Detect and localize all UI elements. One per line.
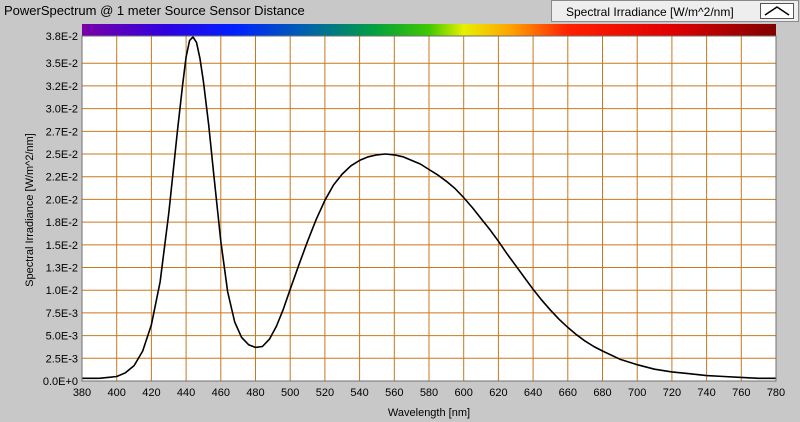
y-tick-label: 1.8E-2: [46, 217, 78, 229]
y-tick-label: 3.8E-2: [46, 31, 78, 43]
legend-label: Spectral Irradiance [W/m^2/nm]: [566, 5, 734, 19]
y-tick-label: 2.5E-2: [46, 149, 78, 161]
spectrum-line: [82, 36, 776, 380]
x-tick-label: 620: [489, 387, 507, 399]
y-tick-label: 1.3E-2: [46, 263, 78, 275]
x-tick-label: 760: [732, 387, 750, 399]
y-axis-label: Spectral Irradiance [W/m^2/nm]: [24, 133, 36, 287]
x-tick-label: 500: [281, 387, 299, 399]
y-tick-label: 1.5E-2: [46, 240, 78, 252]
x-tick-label: 780: [767, 387, 785, 399]
x-tick-label: 580: [420, 387, 438, 399]
y-tick-label: 0.0E+0: [43, 376, 78, 388]
plot-border: [81, 35, 777, 382]
y-tick-label: 7.5E-3: [46, 308, 78, 320]
spectrum-colorbar: [82, 24, 776, 36]
y-tick-label: 2.7E-2: [46, 126, 78, 138]
x-tick-label: 680: [593, 387, 611, 399]
x-tick-label: 460: [212, 387, 230, 399]
x-tick-label: 660: [559, 387, 577, 399]
x-tick-label: 380: [73, 387, 91, 399]
y-tick-label: 1.0E-2: [46, 285, 78, 297]
legend[interactable]: Spectral Irradiance [W/m^2/nm]: [551, 0, 799, 22]
y-tick-label: 5.0E-3: [46, 331, 78, 343]
y-tick-label: 2.2E-2: [46, 172, 78, 184]
x-tick-label: 400: [108, 387, 126, 399]
x-tick-label: 440: [177, 387, 195, 399]
grid-layer: [81, 35, 777, 382]
y-tick-label: 2.0E-2: [46, 194, 78, 206]
tick-layer: 380 400 420 440 460 480 500 520 540 560 580 600 620 6…: [43, 31, 785, 399]
x-axis-label: Wavelength [nm]: [388, 407, 470, 419]
x-tick-label: 740: [697, 387, 715, 399]
x-tick-label: 640: [524, 387, 542, 399]
series-layer: [82, 36, 776, 380]
y-tick-label: 2.5E-3: [46, 353, 78, 365]
x-tick-label: 540: [350, 387, 368, 399]
x-tick-label: 480: [246, 387, 264, 399]
x-tick-label: 420: [142, 387, 160, 399]
chart-title: PowerSpectrum @ 1 meter Source Sensor Di…: [4, 3, 305, 18]
x-tick-label: 600: [455, 387, 473, 399]
line-swatch-icon[interactable]: [760, 3, 794, 19]
y-tick-label: 3.0E-2: [46, 104, 78, 116]
x-tick-label: 700: [628, 387, 646, 399]
y-tick-label: 3.2E-2: [46, 81, 78, 93]
y-tick-label: 3.5E-2: [46, 58, 78, 70]
x-tick-label: 520: [316, 387, 334, 399]
x-tick-label: 560: [385, 387, 403, 399]
x-tick-label: 720: [663, 387, 681, 399]
